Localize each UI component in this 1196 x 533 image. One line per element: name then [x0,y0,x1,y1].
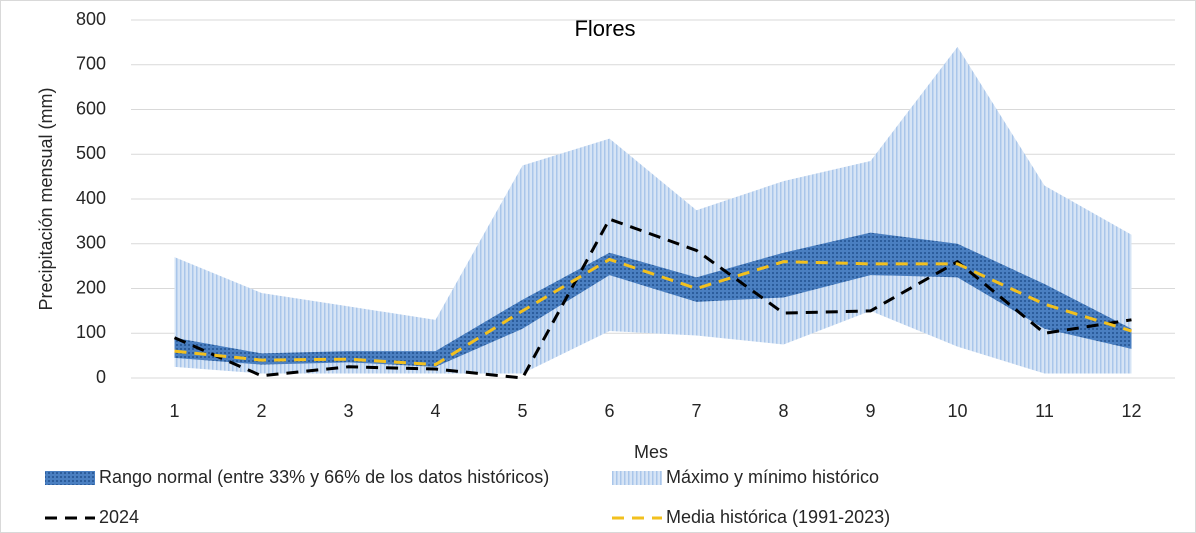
series-line [174,257,1132,367]
y-tick-label: 600 [76,98,106,118]
range-band [174,46,1132,374]
y-tick-label: 700 [76,54,106,74]
x-tick-label: 7 [691,401,701,421]
x-tick-label: 9 [865,401,875,421]
x-tick-label: 2 [256,401,266,421]
x-tick-label: 6 [604,401,614,421]
x-tick-label: 4 [430,401,440,421]
x-tick-label: 8 [778,401,788,421]
legend-label: 2024 [99,507,139,527]
x-tick-label: 3 [343,401,353,421]
chart-title: Flores [574,16,635,41]
y-tick-label: 200 [76,277,106,297]
y-axis-title: Precipitación mensual (mm) [36,87,56,310]
series-line [173,217,1132,380]
x-axis-title: Mes [634,442,668,462]
x-tick-label: 5 [517,401,527,421]
legend-label: Rango normal (entre 33% y 66% de los dat… [99,467,549,487]
x-tick-label: 11 [1035,401,1054,421]
legend-swatch [612,471,662,485]
x-tick-label: 1 [169,401,179,421]
x-tick-label: 12 [1121,401,1141,421]
y-tick-label: 300 [76,233,106,253]
legend-label: Máximo y mínimo histórico [666,467,879,487]
y-tick-label: 0 [96,367,106,387]
y-tick-label: 800 [76,9,106,29]
y-tick-label: 100 [76,322,106,342]
range-band [174,232,1132,367]
y-tick-label: 500 [76,143,106,163]
y-tick-label: 400 [76,188,106,208]
plot-area [131,19,1175,380]
legend-label: Media histórica (1991-2023) [666,507,890,527]
x-tick-label: 10 [947,401,967,421]
legend-swatch [45,471,95,485]
